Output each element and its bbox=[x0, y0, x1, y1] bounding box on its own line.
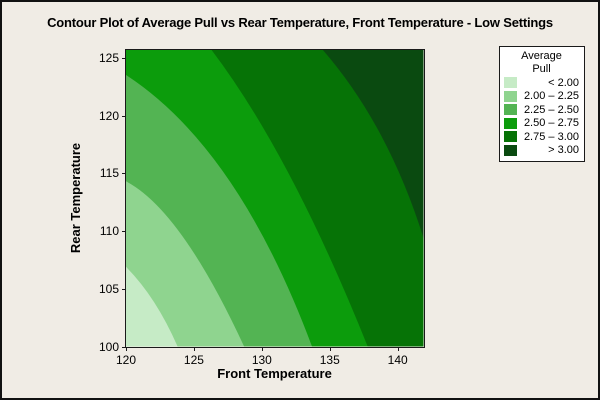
legend-label: < 2.00 bbox=[548, 76, 579, 89]
plot-area: 120 125 130 135 140 100 105 110 115 120 125 bbox=[99, 49, 425, 367]
x-tick-label: 130 bbox=[251, 352, 272, 367]
x-tick-label: 125 bbox=[183, 352, 204, 367]
legend-row: 2.75 – 3.00 bbox=[504, 130, 579, 144]
y-tick-label: 120 bbox=[98, 108, 119, 123]
chart-title: Contour Plot of Average Pull vs Rear Tem… bbox=[47, 15, 553, 30]
x-tick-label: 120 bbox=[115, 352, 137, 367]
y-tick-mark bbox=[122, 288, 126, 290]
legend-label: > 3.00 bbox=[548, 144, 579, 157]
x-tick-label: 140 bbox=[387, 352, 408, 367]
y-tick-label: 100 bbox=[98, 339, 119, 354]
contour-svg bbox=[126, 50, 424, 347]
legend-row: 2.00 – 2.25 bbox=[504, 90, 579, 104]
legend-label: 2.75 – 3.00 bbox=[523, 130, 579, 143]
y-tick-mark bbox=[122, 173, 126, 175]
y-tick-mark bbox=[122, 58, 126, 60]
legend-row: 2.50 – 2.75 bbox=[504, 117, 579, 131]
x-tick-mark bbox=[397, 346, 399, 351]
legend-swatch bbox=[504, 90, 517, 102]
y-tick-label: 110 bbox=[99, 224, 119, 239]
y-tick-mark bbox=[122, 115, 126, 117]
y-tick-mark bbox=[122, 231, 126, 233]
y-axis-title: Rear Temperature bbox=[68, 142, 83, 254]
y-tick-label: 115 bbox=[99, 166, 119, 181]
legend-title-line1: Average bbox=[521, 50, 562, 62]
x-tick-mark bbox=[329, 346, 331, 351]
y-tick-label: 105 bbox=[98, 281, 119, 296]
legend-swatch bbox=[504, 144, 517, 156]
legend-row: 2.25 – 2.50 bbox=[504, 103, 579, 117]
legend-swatch bbox=[504, 77, 517, 89]
x-tick-mark bbox=[193, 346, 195, 351]
x-axis-title: Front Temperature bbox=[217, 366, 332, 381]
x-tick-mark bbox=[261, 346, 263, 351]
x-tick-label: 135 bbox=[319, 352, 340, 367]
band-lt-2.00 bbox=[126, 266, 178, 347]
legend-entries: < 2.00 2.00 – 2.25 2.25 – 2.50 2.50 – 2.75 2… bbox=[504, 76, 579, 157]
legend-label: 2.25 – 2.50 bbox=[523, 103, 579, 116]
legend-swatch bbox=[504, 104, 517, 116]
legend-label: 2.00 – 2.25 bbox=[523, 90, 579, 103]
y-tick-mark bbox=[122, 346, 126, 348]
x-tick-mark bbox=[126, 346, 127, 351]
legend: Average Pull < 2.00 2.00 – 2.25 2.25 – 2.5… bbox=[499, 46, 585, 162]
y-tick-label: 125 bbox=[98, 51, 119, 66]
legend-row: > 3.00 bbox=[504, 144, 579, 158]
legend-swatch bbox=[504, 117, 517, 129]
legend-label: 2.50 – 2.75 bbox=[523, 117, 579, 130]
legend-title-line2: Pull bbox=[532, 63, 551, 75]
legend-row: < 2.00 bbox=[504, 76, 579, 90]
legend-swatch bbox=[504, 131, 517, 143]
